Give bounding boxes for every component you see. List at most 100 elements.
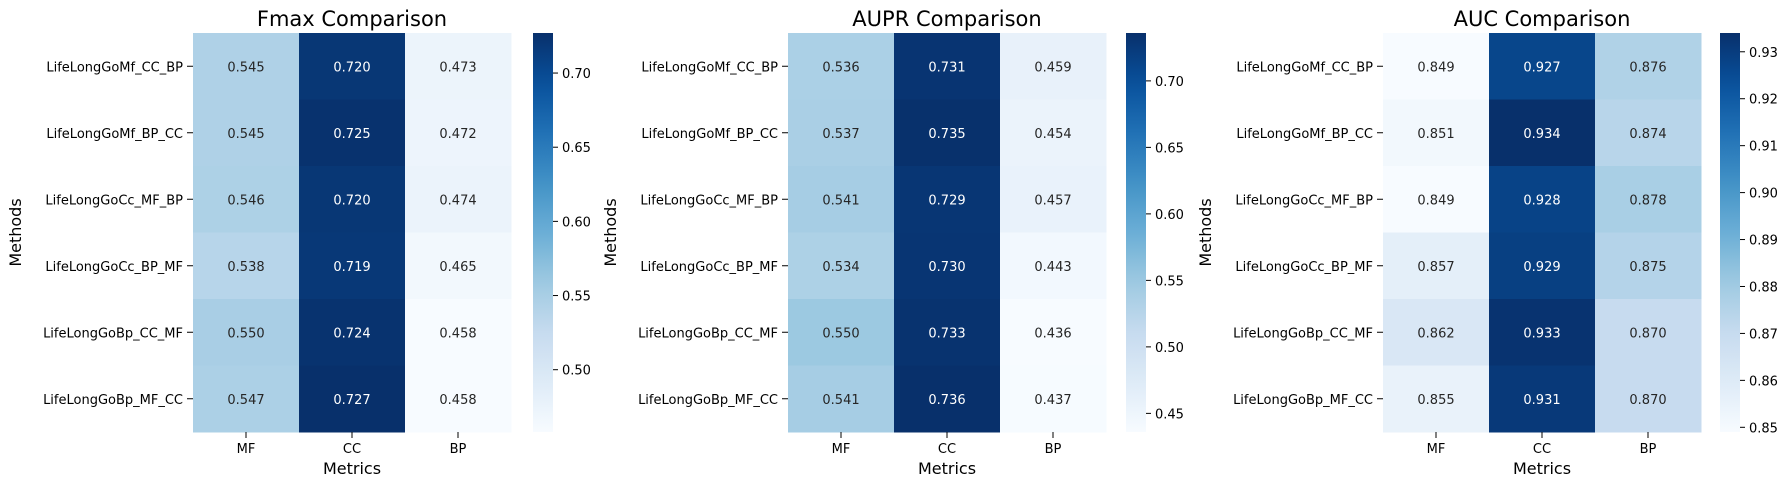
x-tick-label: CC: [938, 442, 956, 457]
cell-value-label: 0.534: [822, 260, 859, 275]
colorbar-tick-label: 0.93: [1749, 46, 1778, 61]
heatmap-cell: [1489, 166, 1596, 233]
heatmap-cell: [1595, 365, 1702, 433]
cell-value-label: 0.736: [928, 393, 965, 408]
colorbar: [1720, 33, 1740, 432]
colorbar-tick-label: 0.65: [1155, 141, 1184, 156]
cell-value-label: 0.855: [1417, 393, 1454, 408]
y-tick-label: LifeLongGoMf_BP_CC: [46, 127, 183, 142]
cell-value-label: 0.545: [227, 60, 264, 75]
cell-value-label: 0.458: [439, 326, 476, 341]
y-tick-label: LifeLongGoCc_MF_BP: [640, 193, 778, 208]
heatmap-cell: [894, 232, 1001, 300]
heatmap-cell: [1383, 166, 1490, 233]
heatmap-cell: [405, 33, 512, 100]
cell-value-label: 0.874: [1629, 127, 1666, 142]
heatmap-cell: [299, 365, 406, 433]
cell-value-label: 0.550: [822, 326, 859, 341]
cell-value-label: 0.878: [1629, 193, 1666, 208]
heatmap-cell: [1383, 299, 1490, 366]
colorbar-tick-label: 0.88: [1749, 280, 1778, 295]
y-tick-label: LifeLongGoCc_MF_BP: [45, 193, 183, 208]
x-tick-label: CC: [343, 442, 361, 457]
colorbar-tick-label: 0.90: [1749, 187, 1778, 202]
heatmap-cell: [193, 99, 300, 167]
cell-value-label: 0.720: [333, 60, 370, 75]
colorbar: [1126, 33, 1146, 432]
colorbar-tick-label: 0.70: [1155, 75, 1184, 90]
cell-value-label: 0.547: [227, 393, 264, 408]
cell-value-label: 0.457: [1034, 193, 1071, 208]
heatmap-cell: [299, 99, 406, 167]
colorbar-tick-label: 0.50: [562, 364, 591, 379]
colorbar-tick-label: 0.86: [1749, 374, 1778, 389]
cell-value-label: 0.536: [822, 60, 859, 75]
cell-value-label: 0.735: [928, 127, 965, 142]
y-tick-label: LifeLongGoBp_CC_MF: [638, 326, 778, 341]
y-tick-label: LifeLongGoMf_CC_BP: [46, 60, 183, 75]
heatmap-cell: [193, 232, 300, 300]
heatmap-cell: [1383, 33, 1490, 100]
heatmap-cell: [894, 99, 1001, 167]
heatmap-cell: [1383, 365, 1490, 433]
heatmap-cell: [788, 365, 895, 433]
heatmap-cell: [1489, 232, 1596, 300]
colorbar-tick-label: 0.55: [562, 290, 591, 305]
cell-value-label: 0.473: [439, 60, 476, 75]
heatmap-cell: [405, 299, 512, 366]
y-tick-label: LifeLongGoMf_CC_BP: [1236, 60, 1373, 75]
cell-value-label: 0.719: [333, 260, 370, 275]
y-tick-label: LifeLongGoCc_BP_MF: [1235, 260, 1373, 275]
heatmap-cell: [405, 166, 512, 233]
cell-value-label: 0.545: [227, 127, 264, 142]
heatmap-cell: [1595, 99, 1702, 167]
heatmap-cell: [1383, 99, 1490, 167]
cell-value-label: 0.870: [1629, 326, 1666, 341]
heatmap-cell: [894, 33, 1001, 100]
x-tick-label: BP: [450, 442, 467, 457]
cell-value-label: 0.729: [928, 193, 965, 208]
x-axis-label: Metrics: [1513, 459, 1571, 478]
cell-value-label: 0.934: [1523, 127, 1560, 142]
heatmap-cell: [299, 232, 406, 300]
colorbar-tick-label: 0.91: [1749, 140, 1778, 155]
heatmap-cell: [193, 33, 300, 100]
heatmap-cell: [1383, 232, 1490, 300]
y-tick-label: LifeLongGoMf_CC_BP: [641, 60, 778, 75]
y-tick-label: LifeLongGoMf_BP_CC: [1236, 127, 1373, 142]
y-axis-label: Methods: [1196, 198, 1215, 266]
x-axis-label: Metrics: [918, 459, 976, 478]
cell-value-label: 0.927: [1523, 60, 1560, 75]
cell-value-label: 0.857: [1417, 260, 1454, 275]
colorbar-tick-label: 0.87: [1749, 327, 1778, 342]
x-tick-label: MF: [237, 442, 256, 457]
cell-value-label: 0.474: [439, 193, 476, 208]
cell-value-label: 0.443: [1034, 260, 1071, 275]
heatmap-cell: [1000, 33, 1107, 100]
heatmap-cell: [1000, 166, 1107, 233]
cell-value-label: 0.538: [227, 260, 264, 275]
colorbar-tick-label: 0.45: [1155, 407, 1184, 422]
x-tick-label: CC: [1533, 442, 1551, 457]
cell-value-label: 0.862: [1417, 326, 1454, 341]
heatmap-cell: [1489, 365, 1596, 433]
heatmap-cell: [788, 232, 895, 300]
cell-value-label: 0.870: [1629, 393, 1666, 408]
cell-value-label: 0.458: [439, 393, 476, 408]
cell-value-label: 0.724: [333, 326, 370, 341]
cell-value-label: 0.537: [822, 127, 859, 142]
colorbar-tick-label: 0.85: [1749, 421, 1778, 436]
colorbar-tick-label: 0.70: [562, 67, 591, 82]
heatmap-cell: [299, 299, 406, 366]
colorbar-tick-label: 0.65: [562, 141, 591, 156]
heatmap-cell: [405, 365, 512, 433]
y-tick-label: LifeLongGoCc_MF_BP: [1235, 193, 1373, 208]
heatmap-cell: [405, 232, 512, 300]
colorbar-tick-label: 0.92: [1749, 93, 1778, 108]
colorbar-tick-label: 0.55: [1155, 274, 1184, 289]
x-tick-label: BP: [1640, 442, 1657, 457]
y-tick-label: LifeLongGoBp_CC_MF: [1233, 326, 1373, 341]
heatmap-cell: [788, 99, 895, 167]
y-tick-label: LifeLongGoBp_MF_CC: [638, 393, 778, 408]
